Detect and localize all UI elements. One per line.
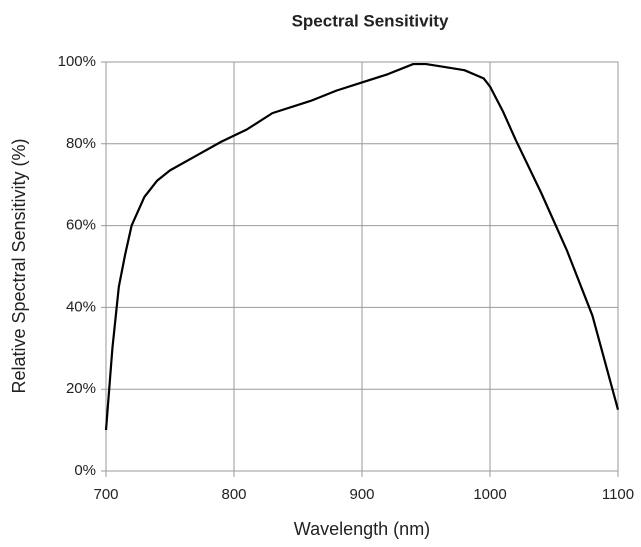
x-tick-label: 800 bbox=[221, 486, 246, 503]
line bbox=[104, 62, 620, 431]
y-tick-label: 20% bbox=[66, 380, 96, 397]
x-tick-label: 1000 bbox=[473, 486, 506, 503]
x-tick-label: 1100 bbox=[602, 486, 634, 503]
y-tick-label: 80% bbox=[66, 135, 96, 152]
y-tick-label: 100% bbox=[58, 53, 96, 70]
x-axis-label: Wavelength (nm) bbox=[294, 519, 430, 539]
y-axis-label: Relative Spectral Sensitivity (%) bbox=[9, 138, 29, 393]
chart-title: Spectral Sensitivity bbox=[292, 11, 449, 30]
x-tick-label: 900 bbox=[349, 486, 374, 503]
y-tick-label: 40% bbox=[66, 298, 96, 315]
x-tick-label: 700 bbox=[93, 486, 118, 503]
y-tick-label: 60% bbox=[66, 217, 96, 234]
y-tick-label: 0% bbox=[74, 462, 96, 479]
